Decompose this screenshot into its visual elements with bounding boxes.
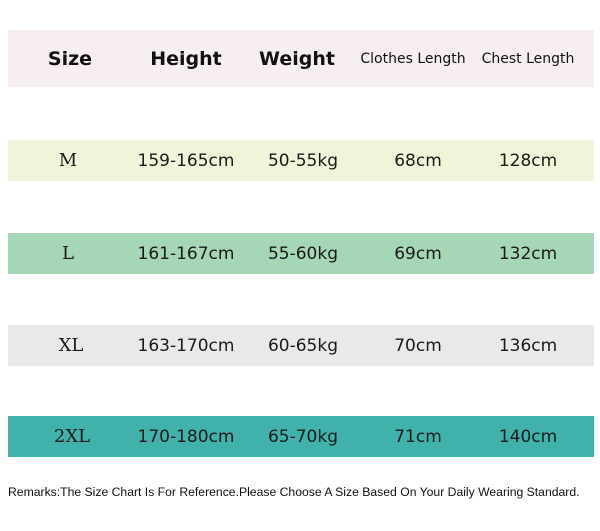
cell-size: L: [62, 243, 74, 264]
cell-chest-length: 132cm: [498, 243, 558, 264]
header-weight: Weight: [259, 47, 335, 70]
cell-weight: 50-55kg: [267, 150, 339, 171]
remark-text: Remarks:The Size Chart Is For Reference.…: [8, 485, 580, 499]
cell-weight: 55-60kg: [267, 243, 339, 264]
table-row: M 159-165cm 50-55kg 68cm 128cm: [8, 140, 594, 181]
cell-chest-length: 136cm: [498, 335, 558, 356]
header-clothes-length: Clothes Length: [360, 50, 466, 67]
cell-clothes-length: 68cm: [394, 150, 442, 171]
cell-chest-length: 128cm: [498, 150, 558, 171]
cell-size: M: [58, 150, 78, 171]
header-size: Size: [47, 47, 93, 70]
cell-weight: 65-70kg: [267, 426, 339, 447]
table-row: XL 163-170cm 60-65kg 70cm 136cm: [8, 325, 594, 366]
cell-height: 163-170cm: [137, 335, 235, 356]
cell-clothes-length: 71cm: [394, 426, 442, 447]
header-chest-length: Chest Length: [481, 50, 575, 67]
table-header: Size Height Weight Clothes Length Chest …: [8, 30, 594, 87]
cell-height: 161-167cm: [137, 243, 235, 264]
cell-size: XL: [58, 335, 84, 356]
cell-weight: 60-65kg: [267, 335, 339, 356]
cell-clothes-length: 69cm: [394, 243, 442, 264]
cell-clothes-length: 70cm: [394, 335, 442, 356]
header-height: Height: [150, 47, 222, 70]
table-row: 2XL 170-180cm 65-70kg 71cm 140cm: [8, 416, 594, 457]
cell-height: 170-180cm: [137, 426, 235, 447]
table-row: L 161-167cm 55-60kg 69cm 132cm: [8, 233, 594, 274]
cell-chest-length: 140cm: [498, 426, 558, 447]
cell-size: 2XL: [53, 426, 91, 447]
cell-height: 159-165cm: [137, 150, 235, 171]
